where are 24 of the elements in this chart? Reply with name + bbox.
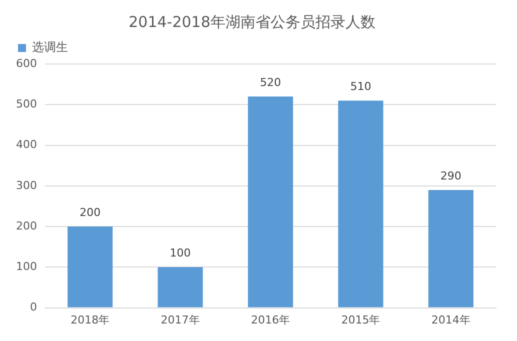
- bar: [158, 267, 203, 308]
- y-tick-label: 600: [16, 56, 37, 70]
- bar: [248, 96, 294, 308]
- y-tick-label: 500: [16, 97, 37, 110]
- data-label: 200: [80, 206, 101, 219]
- x-tick-label: 2017年: [160, 313, 200, 326]
- bar: [428, 190, 474, 308]
- y-tick-label: 400: [16, 138, 37, 152]
- data-label: 520: [260, 76, 281, 89]
- data-label: 510: [350, 80, 372, 93]
- data-label: 290: [440, 169, 462, 182]
- legend-label: 选调生: [32, 40, 68, 54]
- chart-title: 2014-2018年湖南省公务员招录人数: [128, 12, 376, 31]
- x-tick-label: 2014年: [431, 313, 470, 326]
- bar: [338, 100, 384, 308]
- y-tick-label: 300: [16, 178, 37, 192]
- x-tick-label: 2015年: [341, 313, 380, 326]
- y-tick-label: 0: [30, 300, 37, 314]
- data-label: 100: [170, 246, 191, 260]
- bar: [68, 226, 113, 308]
- x-tick-label: 2018年: [70, 313, 110, 326]
- x-tick-label: 2016年: [251, 313, 290, 326]
- y-tick-label: 100: [16, 260, 37, 274]
- y-tick-label: 200: [16, 219, 37, 232]
